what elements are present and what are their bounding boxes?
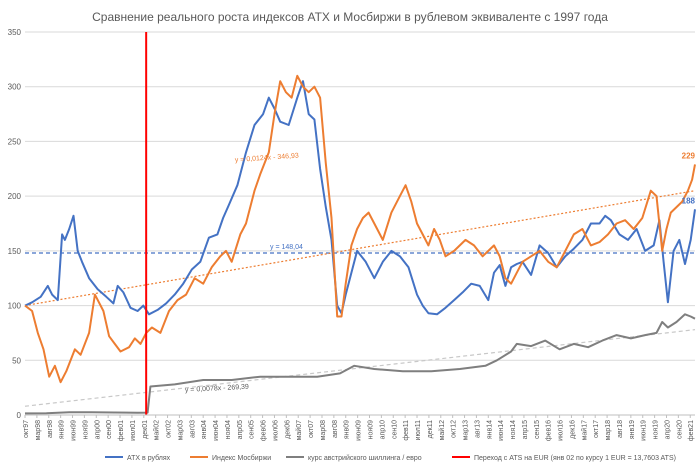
x-tick-label: апр15 — [522, 420, 529, 439]
x-tick-label: окт12 — [451, 420, 458, 438]
trendline-label-ats: y = 0,0078x - 269,39 — [185, 384, 249, 394]
x-tick-label: окт97 — [23, 420, 30, 438]
x-tick-label: апр00 — [94, 420, 101, 439]
end-value-label: 188 — [682, 196, 696, 205]
end-value-label: 229 — [682, 151, 696, 160]
y-tick-label: 100 — [8, 302, 22, 311]
x-tick-label: сен20 — [676, 420, 683, 439]
x-tick-label: окт17 — [593, 420, 600, 438]
y-tick-label: 350 — [8, 28, 22, 37]
y-tick-label: 0 — [17, 411, 22, 420]
x-tick-label: авг98 — [47, 420, 54, 438]
y-tick-label: 150 — [8, 247, 22, 256]
x-tick-label: май17 — [580, 420, 588, 441]
gridlines — [25, 31, 695, 361]
x-tick-label: дек01 — [142, 420, 149, 439]
x-tick-label: июн09 — [356, 420, 363, 441]
x-tick-label: фев16 — [546, 420, 553, 441]
x-tick-label: фев06 — [261, 420, 268, 441]
x-tick-label: май12 — [438, 420, 446, 441]
x-tick-label: мар03 — [177, 420, 184, 440]
x-tick-label: мар13 — [463, 420, 470, 440]
y-tick-label: 50 — [12, 356, 21, 365]
series-lines — [24, 74, 696, 415]
chart-title: Сравнение реального роста индексов ATX и… — [92, 10, 608, 24]
x-tick-label: июн04 — [213, 420, 220, 441]
x-tick-label: июн19 — [641, 420, 648, 441]
x-tick-label: мар18 — [605, 420, 612, 440]
x-tick-label: авг08 — [332, 420, 339, 438]
x-tick-label: апр05 — [237, 420, 244, 439]
x-tick-label: июн99 — [71, 420, 78, 441]
x-tick-label: фев21 — [688, 420, 695, 441]
trendline-label-moex: y = 0,0124x - 346,93 — [235, 153, 299, 164]
x-tick-label: апр20 — [664, 420, 671, 439]
x-tick-label: ноя09 — [368, 420, 375, 439]
x-tick-label: сен00 — [106, 420, 113, 439]
y-axis-ticks: 0 50 100 150 200 250 300 350 — [8, 28, 22, 420]
x-tick-label: авг03 — [189, 420, 196, 438]
end-value-labels: 188 229 — [682, 151, 696, 205]
x-tick-label: янв19 — [629, 420, 636, 439]
trendline-label-atx: y = 148,04 — [270, 244, 303, 251]
x-tick-label: окт07 — [308, 420, 315, 438]
x-tick-label: ноя19 — [653, 420, 660, 439]
x-tick-label: июл01 — [130, 420, 137, 441]
x-tick-label: мар08 — [320, 420, 327, 440]
x-tick-label: ноя14 — [510, 420, 517, 439]
x-tick-label: июл11 — [415, 420, 422, 440]
legend: ATX в рублях Индекс Мосбиржи курс австрийс… — [105, 454, 676, 462]
y-tick-label: 250 — [8, 137, 22, 146]
y-tick-label: 300 — [8, 83, 22, 92]
x-tick-label: ноя04 — [225, 420, 232, 439]
legend-label: Переход с ATS на EUR (янв 02 по курсу 1 … — [474, 455, 676, 462]
x-tick-label: фев01 — [118, 420, 125, 441]
x-tick-label: дек11 — [427, 420, 434, 438]
trendline-equations: y = 148,04 y = 0,0124x - 346,93 y = 0,0078… — [185, 153, 303, 394]
x-tick-label: янв14 — [486, 420, 493, 439]
trendline — [24, 329, 696, 407]
x-tick-label: июл06 — [272, 420, 279, 441]
x-tick-label: янв99 — [59, 420, 66, 439]
x-tick-label: сен05 — [249, 420, 256, 439]
trendlines — [24, 190, 696, 407]
x-tick-label: апр10 — [379, 420, 386, 439]
series-line — [24, 74, 696, 384]
x-tick-label: май02 — [153, 420, 161, 441]
x-tick-label: май07 — [295, 420, 303, 441]
x-tick-label: ноя99 — [82, 420, 89, 439]
x-tick-label: сен10 — [391, 420, 398, 439]
x-tick-label: янв09 — [344, 420, 351, 439]
x-tick-label: фев11 — [403, 420, 410, 441]
x-axis-ticks: окт97 мар98 авг98 янв99 июн99 ноя99 апр00 сен00… — [23, 415, 695, 441]
series-line — [24, 80, 696, 316]
series-line — [24, 313, 696, 415]
x-tick-label: июн14 — [498, 420, 505, 441]
x-tick-label: янв04 — [201, 420, 208, 439]
legend-label: ATX в рублях — [127, 454, 171, 462]
x-tick-label: мар98 — [35, 420, 42, 440]
x-tick-label: авг13 — [474, 420, 481, 438]
legend-label: курс австрийского шиллинга / евро — [308, 454, 422, 462]
legend-label: Индекс Мосбиржи — [212, 454, 271, 462]
x-tick-label: дек16 — [569, 420, 576, 439]
y-tick-label: 200 — [8, 192, 22, 201]
x-tick-label: авг18 — [617, 420, 624, 438]
x-tick-label: дек06 — [284, 420, 291, 439]
x-tick-label: окт02 — [166, 420, 173, 438]
trendline — [24, 190, 696, 307]
x-tick-label: сен15 — [534, 420, 541, 439]
x-tick-label: июл16 — [558, 420, 565, 441]
